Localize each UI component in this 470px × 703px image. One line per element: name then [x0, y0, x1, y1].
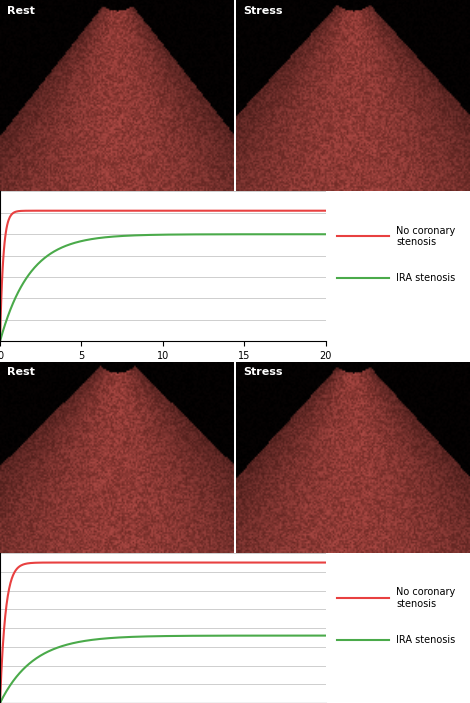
Text: Stress: Stress [243, 6, 282, 15]
X-axis label: Time (s): Time (s) [143, 366, 183, 377]
Text: No coronary
stenosis: No coronary stenosis [396, 587, 455, 609]
Text: Stress: Stress [243, 368, 282, 378]
Text: IRA stenosis: IRA stenosis [396, 635, 455, 645]
Text: Rest: Rest [7, 368, 35, 378]
Text: Rest: Rest [7, 6, 35, 15]
Text: No coronary
stenosis: No coronary stenosis [396, 226, 455, 247]
Text: IRA stenosis: IRA stenosis [396, 273, 455, 283]
